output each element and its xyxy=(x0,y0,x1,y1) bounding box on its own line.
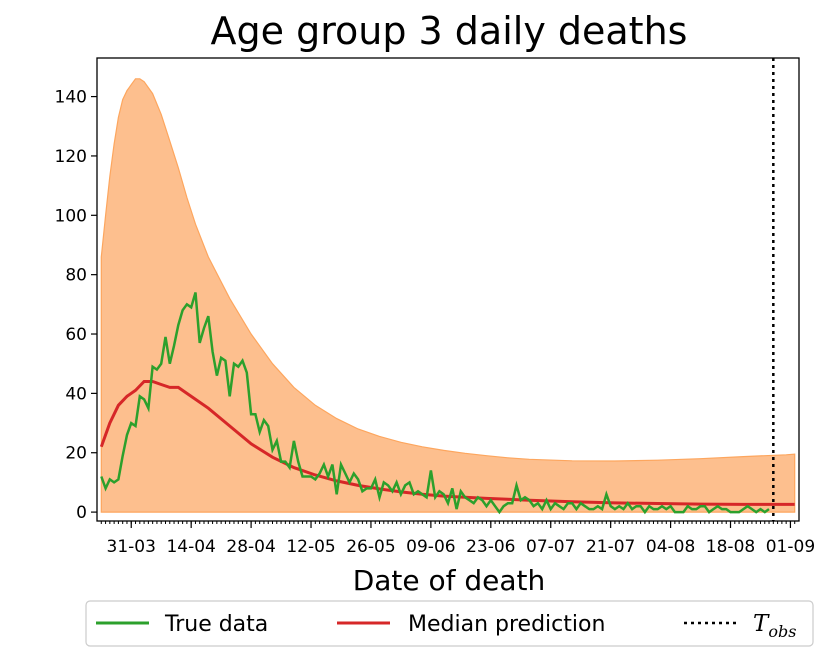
x-tick-label: 04-08 xyxy=(646,537,695,557)
x-tick-label: 12-05 xyxy=(286,537,335,557)
legend-t-obs-label: Tobs xyxy=(753,611,796,641)
y-tick-label: 140 xyxy=(55,88,87,108)
x-tick-label: 28-04 xyxy=(226,537,275,557)
x-tick-label: 01-09 xyxy=(766,537,815,557)
x-tick-label: 21-07 xyxy=(586,537,635,557)
x-tick-label: 18-08 xyxy=(706,537,755,557)
prediction-band xyxy=(100,78,796,513)
y-tick-label: 20 xyxy=(65,444,87,464)
true-data-line xyxy=(100,292,770,515)
legend-median-label: Median prediction xyxy=(408,612,605,637)
x-tick-label: 09-06 xyxy=(406,537,455,557)
x-tick-label: 14-04 xyxy=(166,537,215,557)
y-tick-label: 80 xyxy=(65,266,87,286)
y-tick-label: 40 xyxy=(65,384,87,404)
legend-true-data-label: True data xyxy=(164,612,268,637)
chart-title: Age group 3 daily deaths xyxy=(211,9,688,53)
legend-frame xyxy=(85,600,814,647)
x-tick-label: 23-06 xyxy=(466,537,515,557)
y-tick-label: 120 xyxy=(55,147,87,167)
y-tick-label: 100 xyxy=(55,206,87,226)
x-axis: 31-03 14-04 28-04 12-05 26-05 09-06 23-06 07-07… xyxy=(100,521,815,557)
legend: True data Median prediction Tobs xyxy=(85,600,814,647)
y-tick-label: 60 xyxy=(65,325,87,345)
median-prediction-line xyxy=(99,380,795,506)
x-tick-label: 07-07 xyxy=(526,537,575,557)
x-tick-label: 26-05 xyxy=(346,537,395,557)
x-axis-label: Date of death xyxy=(353,564,546,597)
plot-area xyxy=(99,58,796,521)
x-tick-label: 31-03 xyxy=(107,537,156,557)
y-tick-label: 0 xyxy=(76,503,87,523)
y-axis: 0 20 40 60 80 100 120 140 xyxy=(55,88,97,523)
